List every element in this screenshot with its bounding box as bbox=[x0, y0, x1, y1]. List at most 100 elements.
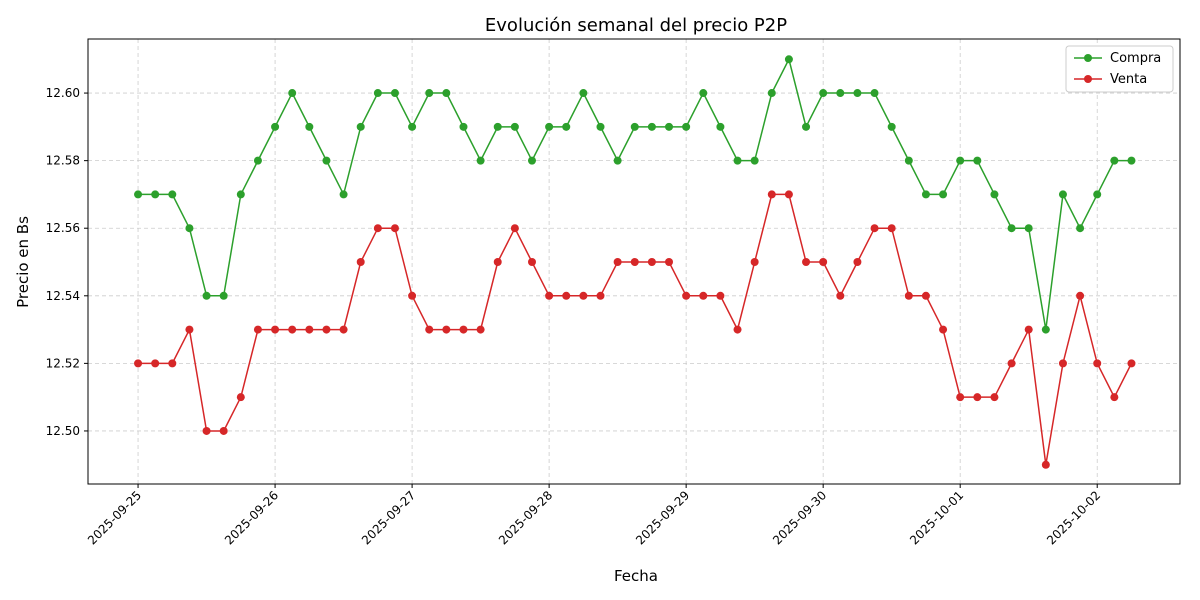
data-point bbox=[339, 190, 348, 199]
x-tick-label: 2025-09-29 bbox=[633, 488, 692, 547]
y-axis-label: Precio en Bs bbox=[14, 216, 32, 308]
data-point bbox=[271, 122, 280, 131]
data-point bbox=[956, 156, 965, 165]
data-point bbox=[990, 190, 999, 199]
data-point bbox=[356, 122, 365, 131]
data-point bbox=[322, 156, 331, 165]
data-point bbox=[185, 325, 194, 334]
data-point bbox=[921, 291, 930, 300]
data-point bbox=[750, 258, 759, 267]
data-point bbox=[442, 325, 451, 334]
data-point bbox=[288, 325, 297, 334]
legend: Compra Venta bbox=[1065, 45, 1174, 93]
data-point bbox=[1076, 224, 1085, 233]
x-tick-label: 2025-10-01 bbox=[907, 488, 966, 547]
data-point bbox=[853, 258, 862, 267]
data-point bbox=[545, 122, 554, 131]
data-point bbox=[887, 224, 896, 233]
x-tick-label: 2025-09-25 bbox=[85, 488, 144, 547]
data-point bbox=[1127, 156, 1136, 165]
data-point bbox=[853, 89, 862, 98]
data-point bbox=[408, 122, 417, 131]
data-point bbox=[476, 325, 485, 334]
y-tick-label: 12.56 bbox=[46, 221, 80, 235]
data-point bbox=[596, 122, 605, 131]
x-tick-label: 2025-09-26 bbox=[222, 488, 281, 547]
data-point bbox=[836, 89, 845, 98]
x-tick-label: 2025-09-28 bbox=[496, 488, 555, 547]
data-point bbox=[870, 224, 879, 233]
y-tick-label: 12.58 bbox=[46, 154, 80, 168]
legend-label: Venta bbox=[1110, 72, 1147, 87]
data-point bbox=[973, 156, 982, 165]
data-point bbox=[870, 89, 879, 98]
data-point bbox=[1041, 460, 1050, 469]
data-point bbox=[904, 291, 913, 300]
data-point bbox=[750, 156, 759, 165]
data-point bbox=[699, 89, 708, 98]
data-point bbox=[305, 325, 314, 334]
data-point bbox=[733, 325, 742, 334]
data-point bbox=[134, 190, 143, 199]
data-point bbox=[1076, 291, 1085, 300]
data-point bbox=[271, 325, 280, 334]
data-point bbox=[784, 190, 793, 199]
data-point bbox=[665, 122, 674, 131]
data-point bbox=[939, 325, 948, 334]
data-point bbox=[339, 325, 348, 334]
data-point bbox=[802, 122, 811, 131]
data-point bbox=[819, 258, 828, 267]
data-point bbox=[1024, 325, 1033, 334]
data-point bbox=[613, 258, 622, 267]
y-tick-label: 12.50 bbox=[46, 424, 80, 438]
data-point bbox=[151, 359, 160, 368]
data-point bbox=[767, 89, 776, 98]
data-point bbox=[493, 122, 502, 131]
series-line bbox=[138, 193, 1133, 465]
data-point bbox=[836, 291, 845, 300]
data-point bbox=[442, 89, 451, 98]
data-point bbox=[579, 291, 588, 300]
data-point bbox=[716, 122, 725, 131]
data-point bbox=[630, 122, 639, 131]
data-point bbox=[202, 291, 211, 300]
data-point bbox=[904, 156, 913, 165]
data-point bbox=[682, 291, 691, 300]
data-point bbox=[459, 122, 468, 131]
data-point bbox=[322, 325, 331, 334]
data-point bbox=[733, 156, 742, 165]
data-point bbox=[168, 190, 177, 199]
data-point bbox=[613, 156, 622, 165]
data-point bbox=[459, 325, 468, 334]
data-point bbox=[527, 258, 536, 267]
data-point bbox=[921, 190, 930, 199]
x-axis-label: Fecha bbox=[614, 567, 658, 585]
data-point bbox=[784, 55, 793, 64]
data-point bbox=[956, 393, 965, 402]
data-point bbox=[219, 291, 228, 300]
data-point bbox=[1093, 359, 1102, 368]
data-point bbox=[562, 122, 571, 131]
data-point bbox=[699, 291, 708, 300]
data-point bbox=[476, 156, 485, 165]
data-point bbox=[373, 224, 382, 233]
legend-label: Compra bbox=[1110, 51, 1161, 66]
data-point bbox=[288, 89, 297, 98]
data-point bbox=[1093, 190, 1102, 199]
data-point bbox=[802, 258, 811, 267]
data-point bbox=[1058, 359, 1067, 368]
data-point bbox=[819, 89, 828, 98]
y-tick-label: 12.52 bbox=[46, 356, 80, 370]
data-point bbox=[990, 393, 999, 402]
data-point bbox=[185, 224, 194, 233]
data-point bbox=[134, 359, 143, 368]
data-point bbox=[1127, 359, 1136, 368]
data-point bbox=[545, 291, 554, 300]
legend-marker bbox=[1084, 75, 1092, 83]
data-point bbox=[425, 89, 434, 98]
data-point bbox=[1110, 393, 1119, 402]
data-point bbox=[390, 89, 399, 98]
data-point bbox=[305, 122, 314, 131]
data-point bbox=[647, 122, 656, 131]
series-line bbox=[138, 57, 1132, 330]
